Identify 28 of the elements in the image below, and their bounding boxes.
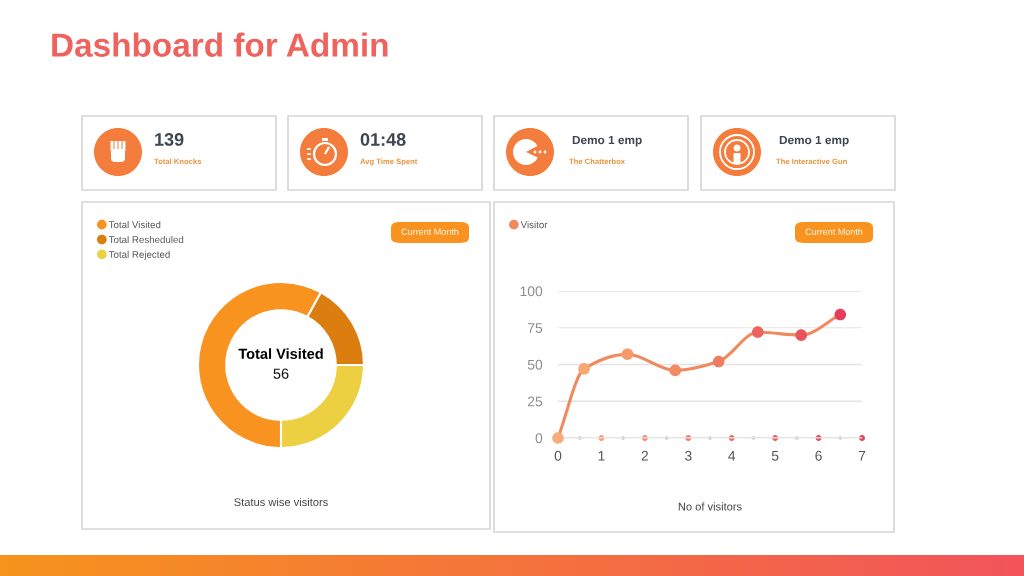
text: 139 [155, 133, 184, 146]
legend-label: Total Visited [108, 221, 161, 229]
legend-label: Visitor [520, 221, 548, 229]
x-axis-title: No of visitors [678, 502, 742, 511]
text: Total Visited [238, 348, 323, 359]
text: 56 [273, 368, 289, 379]
x-tick-label: 3 [684, 450, 692, 461]
y-tick-label: 75 [527, 323, 543, 333]
y-tick-label: 25 [527, 396, 543, 407]
x-tick-label: 0 [554, 450, 562, 461]
y-tick-label: 0 [535, 433, 543, 444]
text: Demo 1 emp [779, 135, 849, 147]
x-tick-label: 6 [815, 450, 822, 461]
text: Current Month [805, 228, 863, 235]
y-tick-label: 50 [527, 359, 543, 370]
text: Current Month [401, 228, 459, 235]
legend-label: Total Resheduled [108, 235, 184, 244]
y-tick-label: 100 [520, 286, 543, 297]
legend-label: Total Rejected [108, 250, 170, 260]
x-tick-label: 5 [771, 451, 779, 461]
x-tick-label: 2 [641, 450, 649, 461]
text: 01:48 [360, 133, 406, 146]
x-tick-label: 1 [598, 451, 605, 461]
text: Status wise visitors [234, 497, 328, 507]
text: Dashboard for Admin [52, 32, 388, 57]
x-tick-label: 7 [858, 451, 866, 461]
x-tick-label: 4 [728, 451, 736, 461]
text: Demo 1 emp [572, 135, 642, 147]
